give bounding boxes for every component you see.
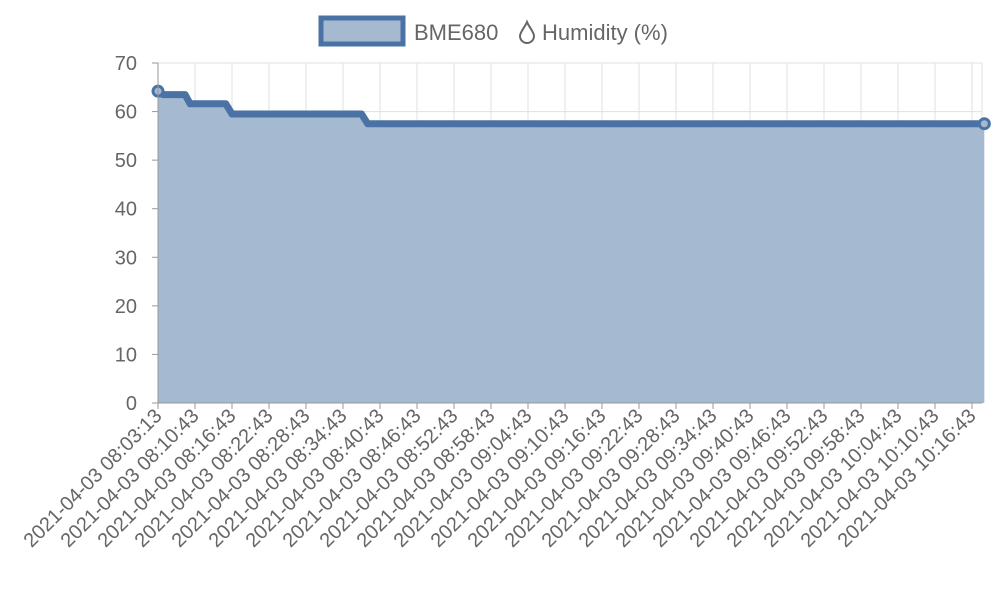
data-point[interactable]: [977, 117, 991, 131]
y-tick-label: 40: [115, 199, 137, 221]
y-tick-label: 60: [115, 102, 137, 124]
legend-label-suffix[interactable]: Humidity (%): [542, 20, 668, 45]
y-tick-label: 50: [115, 150, 137, 172]
y-tick-label: 20: [115, 296, 137, 318]
legend[interactable]: BME680 Humidity (%): [318, 15, 668, 47]
legend-label[interactable]: BME680: [414, 20, 498, 45]
y-axis-ticks: 0 10 20 30 40 50 60 70: [115, 53, 158, 415]
series-area: [158, 91, 985, 403]
y-tick-label: 10: [115, 344, 137, 366]
axes: [152, 63, 982, 409]
y-tick-label: 70: [115, 53, 137, 75]
droplet-icon: [518, 19, 536, 44]
series-line: [154, 87, 988, 128]
y-tick-label: 0: [126, 393, 137, 415]
plot-area: [151, 84, 991, 403]
y-tick-label: 30: [115, 247, 137, 269]
legend-swatch[interactable]: [318, 15, 406, 47]
